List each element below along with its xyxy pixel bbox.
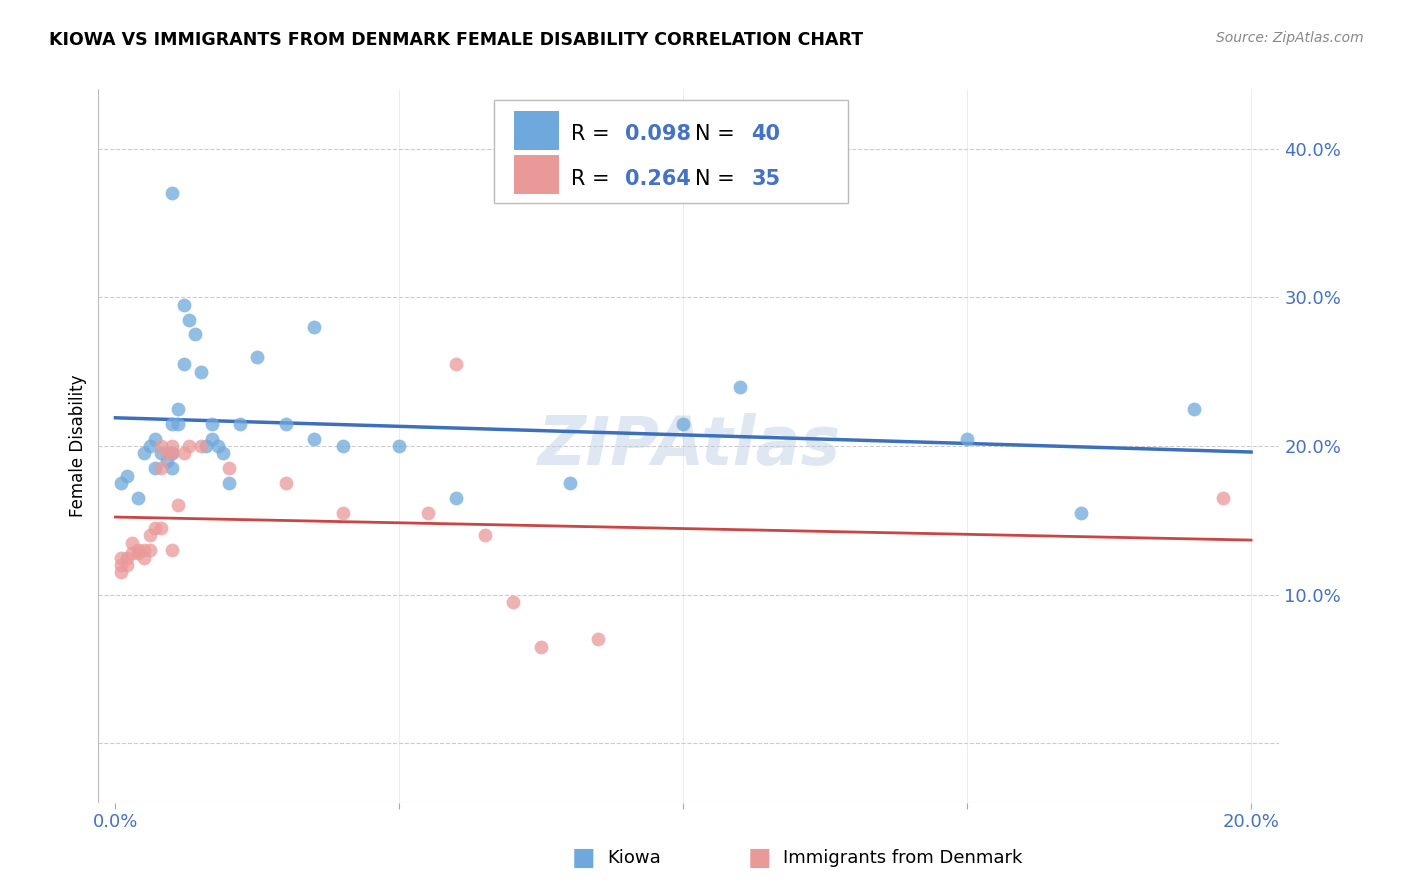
Point — [115, 468, 138, 483]
Point — [474, 528, 496, 542]
Point — [274, 476, 297, 491]
Point — [132, 446, 155, 460]
Point — [444, 357, 467, 371]
Text: R =: R = — [571, 124, 616, 145]
Point — [127, 491, 149, 505]
Point — [162, 186, 183, 201]
Point — [162, 461, 183, 475]
Point — [127, 543, 149, 558]
Bar — [515, 111, 560, 150]
Text: 0.264: 0.264 — [626, 169, 690, 188]
Point — [132, 550, 155, 565]
Point — [212, 446, 235, 460]
Point — [201, 417, 224, 431]
Point — [110, 558, 132, 572]
Point — [138, 543, 160, 558]
Point — [110, 476, 132, 491]
Bar — [515, 155, 560, 194]
Point — [1212, 491, 1234, 505]
Point — [246, 350, 269, 364]
Point — [444, 491, 467, 505]
Point — [190, 365, 212, 379]
Point — [167, 499, 190, 513]
Point — [302, 432, 325, 446]
Point — [173, 298, 195, 312]
Text: ■: ■ — [748, 847, 770, 870]
FancyBboxPatch shape — [494, 100, 848, 203]
Point — [502, 595, 524, 609]
Point — [388, 439, 411, 453]
Y-axis label: Female Disability: Female Disability — [69, 375, 87, 517]
Point — [728, 379, 751, 393]
Point — [121, 546, 143, 560]
Point — [207, 439, 229, 453]
Point — [558, 476, 581, 491]
Point — [1070, 506, 1092, 520]
Point — [274, 417, 297, 431]
Point — [218, 476, 240, 491]
Point — [138, 528, 160, 542]
Point — [1182, 401, 1205, 416]
Point — [162, 439, 183, 453]
Point — [201, 432, 224, 446]
Text: 35: 35 — [752, 169, 780, 188]
Point — [162, 543, 183, 558]
Point — [956, 432, 979, 446]
Text: Source: ZipAtlas.com: Source: ZipAtlas.com — [1216, 31, 1364, 45]
Point — [162, 446, 183, 460]
Point — [218, 461, 240, 475]
Point — [167, 417, 190, 431]
Point — [110, 550, 132, 565]
Point — [149, 446, 172, 460]
Point — [149, 461, 172, 475]
Text: N =: N = — [695, 124, 741, 145]
Point — [138, 439, 160, 453]
Point — [173, 446, 195, 460]
Text: ZIPAtlas: ZIPAtlas — [537, 413, 841, 479]
Point — [184, 327, 207, 342]
Point — [229, 417, 252, 431]
Point — [179, 312, 201, 326]
Point — [190, 439, 212, 453]
Point — [149, 521, 172, 535]
Text: KIOWA VS IMMIGRANTS FROM DENMARK FEMALE DISABILITY CORRELATION CHART: KIOWA VS IMMIGRANTS FROM DENMARK FEMALE … — [49, 31, 863, 49]
Point — [173, 357, 195, 371]
Text: Kiowa: Kiowa — [607, 849, 661, 867]
Point — [121, 535, 143, 549]
Text: R =: R = — [571, 169, 616, 188]
Point — [167, 401, 190, 416]
Point — [162, 417, 183, 431]
Point — [115, 550, 138, 565]
Point — [530, 640, 553, 654]
Point — [132, 543, 155, 558]
Point — [332, 506, 354, 520]
Text: 0.098: 0.098 — [626, 124, 692, 145]
Point — [143, 461, 166, 475]
Point — [127, 546, 149, 560]
Point — [155, 446, 177, 460]
Point — [155, 454, 177, 468]
Text: 40: 40 — [752, 124, 780, 145]
Text: ■: ■ — [572, 847, 595, 870]
Point — [416, 506, 439, 520]
Point — [162, 446, 183, 460]
Point — [143, 432, 166, 446]
Point — [110, 566, 132, 580]
Text: Immigrants from Denmark: Immigrants from Denmark — [783, 849, 1022, 867]
Point — [115, 558, 138, 572]
Point — [179, 439, 201, 453]
Point — [195, 439, 218, 453]
Point — [586, 632, 609, 647]
Point — [332, 439, 354, 453]
Point — [672, 417, 695, 431]
Point — [302, 320, 325, 334]
Point — [143, 521, 166, 535]
Text: N =: N = — [695, 169, 741, 188]
Point — [149, 439, 172, 453]
